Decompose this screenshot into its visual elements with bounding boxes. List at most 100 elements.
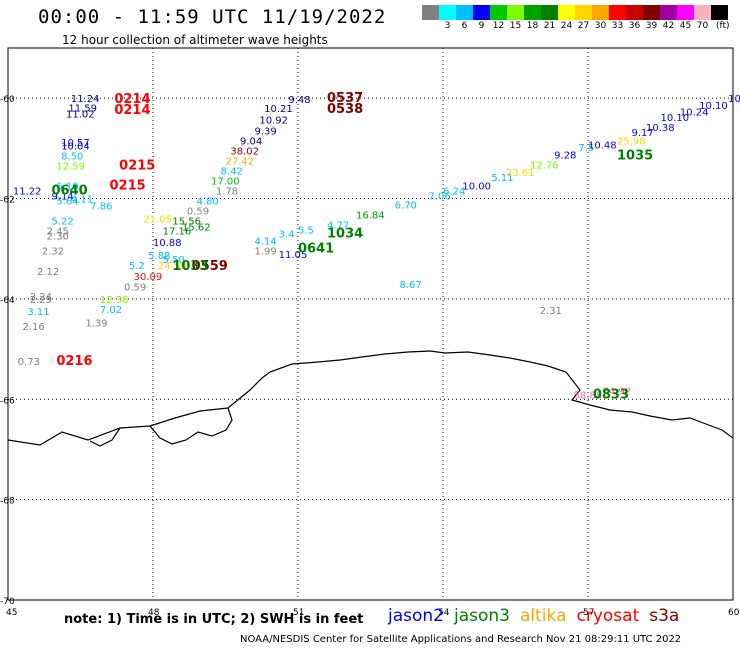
color-swatch-label: 27 (577, 21, 590, 31)
color-swatch (711, 5, 728, 20)
wave-height-value: 27.42 (226, 156, 255, 167)
wave-height-value: 9.39 (255, 126, 277, 137)
wave-height-value: 11.22 (13, 187, 42, 198)
wave-height-value: 2.31 (540, 306, 562, 317)
wave-height-value: 5.2 (129, 261, 145, 272)
wave-height-value: 6.10 (56, 182, 78, 193)
legend-entry-jason3: jason3 (454, 606, 510, 626)
wave-height-value: 5.22 (52, 217, 74, 228)
wave-height-value: 4.80 (197, 197, 219, 208)
wave-height-labels: 9.4810.2110.929.399.0438.0227.428.4217.0… (13, 94, 740, 401)
pass-time-label: 0538 (327, 102, 363, 117)
pass-time-label: 0215 (119, 158, 155, 173)
color-swatch: 39 (643, 5, 660, 31)
color-swatch-label: 36 (628, 21, 641, 31)
legend-entry-altika: altika (520, 606, 567, 626)
wave-height-value: 8.50 (61, 151, 83, 162)
wave-height-value: 1.99 (255, 247, 277, 258)
wave-height-value: 5.88 (148, 251, 170, 262)
longitude-label: 54 (438, 608, 450, 618)
wave-height-value: 10.92 (259, 115, 288, 126)
footnote: note: 1) Time is in UTC; 2) SWH is in fe… (64, 612, 364, 627)
pass-time-label: 0215 (110, 179, 146, 194)
coastline-bay (149, 407, 233, 445)
legend-entry-s3a: s3a (649, 606, 680, 626)
wave-height-value: 5.5 (298, 226, 314, 237)
wave-height-value: 10.88 (153, 238, 182, 249)
wave-height-value: 9.48 (288, 95, 310, 106)
wave-height-value: 38.02 (230, 146, 259, 157)
pass-time-label: 1035 (617, 148, 653, 163)
credit-line: NOAA/NESDIS Center for Satellite Applica… (240, 634, 682, 645)
wave-height-value: 6.24 (443, 187, 465, 198)
pass-time-label: 0559 (192, 259, 228, 274)
map-frame (7, 47, 734, 601)
pass-time-label: 0537 (327, 91, 363, 106)
wave-height-value: 12.38 (100, 295, 129, 306)
color-swatch: 12 (490, 5, 507, 31)
longitude-label: 45 (6, 608, 17, 618)
wave-height-value: 10.21 (264, 104, 293, 115)
pass-time-label: 0214 (114, 92, 150, 107)
wave-height-value: 8.42 (221, 166, 243, 177)
color-swatch-label: 9 (478, 21, 485, 31)
wave-height-value: 3.4 (279, 230, 295, 241)
color-scale-unit: (ft) (716, 21, 730, 31)
wave-height-value: 11.05 (279, 250, 308, 261)
wave-height-value: 4.77 (327, 221, 349, 232)
longitude-label: 51 (293, 608, 304, 618)
wave-height-value: 2.29 (30, 295, 52, 306)
color-swatch: 27 (575, 5, 592, 31)
wave-height-value: 15.62 (182, 223, 211, 234)
color-swatch-label: 12 (492, 21, 505, 31)
wave-height-value: 10.10 (699, 101, 728, 112)
wave-height-value: 4.14 (255, 237, 277, 248)
wave-height-value: 6.70 (395, 201, 417, 212)
color-swatch: 18 (524, 5, 541, 31)
wave-height-value: 2.16 (23, 322, 45, 333)
color-swatch-label: 21 (543, 21, 556, 31)
latitude-label: -68 (0, 497, 15, 507)
color-swatch: 6 (456, 5, 473, 31)
wave-height-value: 0.59 (187, 207, 209, 218)
wave-height-value: 10.00 (462, 182, 491, 193)
color-swatch-label: 15 (509, 21, 522, 31)
latitude-label: -60 (0, 95, 15, 105)
latitude-label: -62 (0, 196, 15, 206)
color-swatch: 15 (507, 5, 524, 31)
wave-height-value: 10.10 (661, 113, 690, 124)
wave-height-value: 2.24 (30, 292, 52, 303)
wave-height-value: 23.61 (506, 168, 535, 179)
color-swatch-label: 18 (526, 21, 539, 31)
latitude-label: -66 (0, 396, 15, 406)
wave-height-value: 7.06 (429, 192, 451, 203)
color-swatch-label: 45 (679, 21, 692, 31)
color-swatch-label: 39 (645, 21, 658, 31)
color-swatch: 3 (439, 5, 456, 31)
color-swatch (422, 5, 439, 20)
wave-height-value: 1.39 (85, 319, 107, 330)
wave-height-value: 10.04 (61, 141, 90, 152)
wave-height-value: 2.45 (47, 227, 69, 238)
wave-height-value: 10.4 (728, 94, 740, 105)
wave-height-value: 58.88 (574, 390, 603, 401)
pass-time-label: 0216 (56, 354, 92, 369)
latitude-label: -64 (0, 296, 15, 306)
wave-height-value: 2.12 (37, 267, 59, 278)
pass-time-label: 0833 (593, 387, 629, 402)
wave-height-value: 1.78 (216, 187, 238, 198)
color-swatch: 42 (660, 5, 677, 31)
longitude-label: 48 (148, 608, 160, 618)
wave-height-value: 5.11 (491, 173, 513, 184)
wave-height-value: 7.5 (578, 143, 594, 154)
wave-height-value: 12.76 (530, 160, 559, 171)
pass-time-label: 1034 (327, 227, 363, 242)
antarctic-coastline (7, 350, 734, 446)
wave-height-value: 25.98 (617, 136, 646, 147)
wave-height-value: 9.14 (52, 192, 74, 203)
wave-height-value: 74.92 (603, 386, 632, 397)
wave-height-value: 24.59 (158, 261, 187, 272)
lat-lon-grid (8, 48, 733, 600)
color-swatch: 45 (677, 5, 694, 31)
